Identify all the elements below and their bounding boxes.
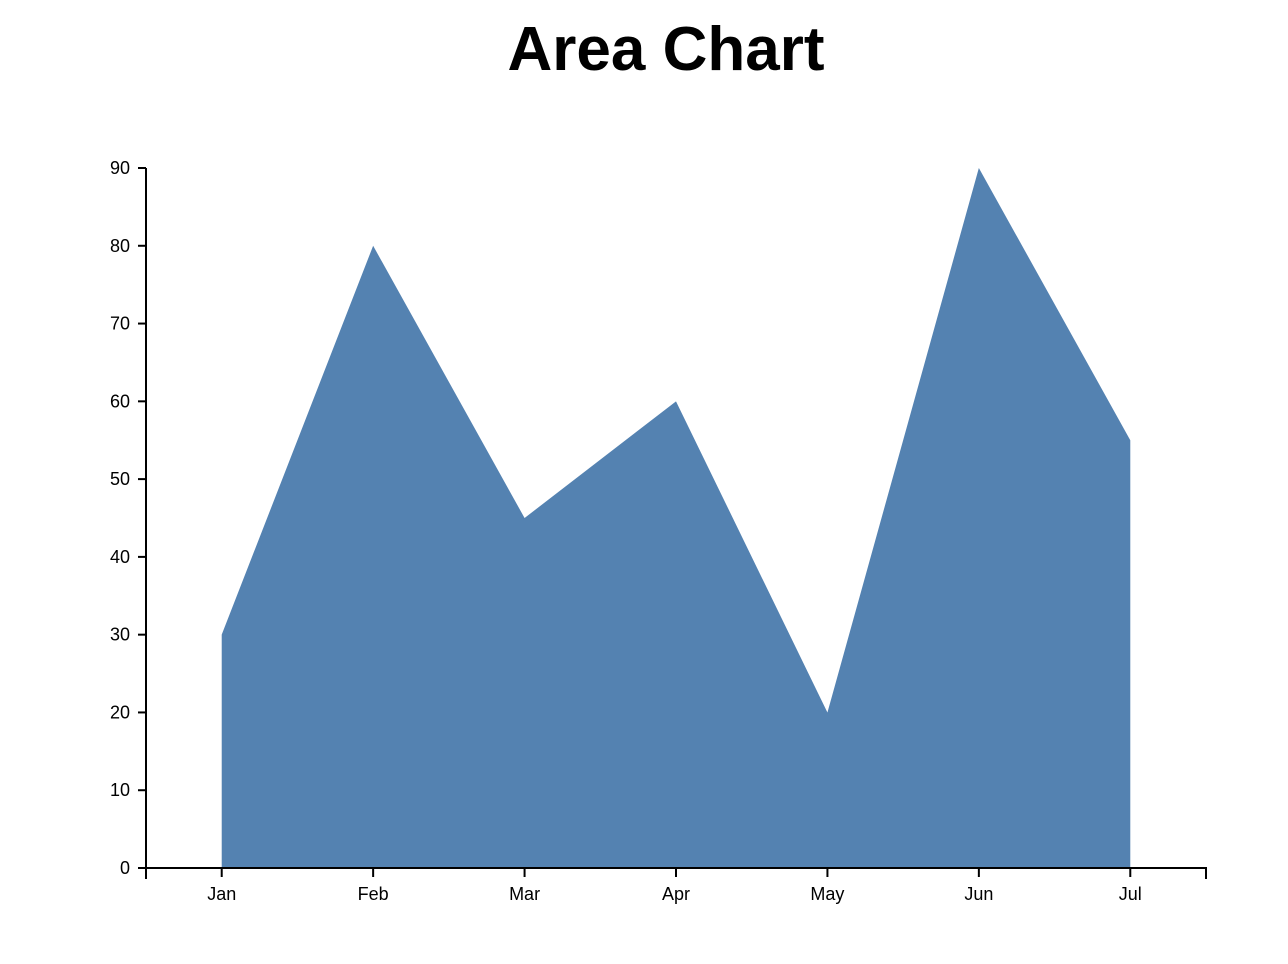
y-tick-label-80: 80 bbox=[110, 236, 130, 256]
y-tick-label-50: 50 bbox=[110, 469, 130, 489]
y-tick-label-60: 60 bbox=[110, 391, 130, 411]
x-tick-label-may: May bbox=[810, 884, 844, 904]
y-tick-label-30: 30 bbox=[110, 625, 130, 645]
x-tick-label-jul: Jul bbox=[1119, 884, 1142, 904]
x-tick-label-jun: Jun bbox=[964, 884, 993, 904]
y-tick-label-20: 20 bbox=[110, 702, 130, 722]
x-tick-label-mar: Mar bbox=[509, 884, 540, 904]
area-series bbox=[221, 168, 1131, 868]
x-tick-label-feb: Feb bbox=[358, 884, 389, 904]
x-tick-label-apr: Apr bbox=[662, 884, 690, 904]
y-tick-label-10: 10 bbox=[110, 780, 130, 800]
y-axis: 0 10 20 30 40 50 60 70 80 90 bbox=[110, 158, 147, 878]
y-tick-label-90: 90 bbox=[110, 158, 130, 178]
x-axis: Jan Feb Mar Apr May Jun Jul bbox=[145, 867, 1207, 904]
plot-area bbox=[221, 168, 1131, 868]
y-tick-label-40: 40 bbox=[110, 547, 130, 567]
y-tick-label-70: 70 bbox=[110, 314, 130, 334]
x-tick-label-jan: Jan bbox=[207, 884, 236, 904]
y-tick-label-0: 0 bbox=[120, 858, 130, 878]
chart-title: Area Chart bbox=[507, 15, 825, 84]
